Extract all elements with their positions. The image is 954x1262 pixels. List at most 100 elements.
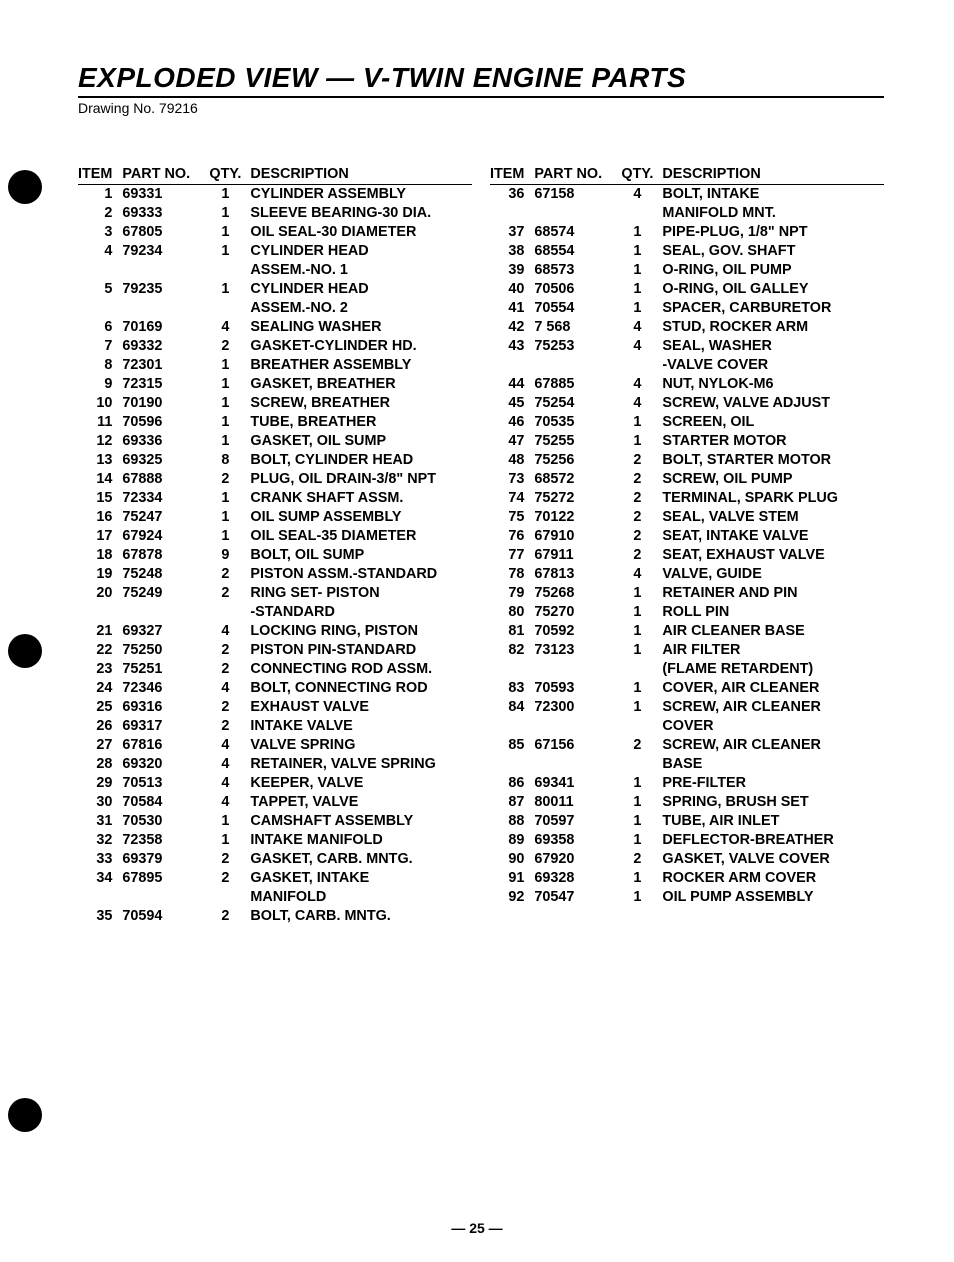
cell-desc: SCREW, AIR CLEANER [662, 698, 884, 717]
cell-item: 1 [78, 185, 122, 204]
cell-desc: SEAL, GOV. SHAFT [662, 242, 884, 261]
cell-qty: 1 [616, 261, 662, 280]
cell-item: 37 [490, 223, 534, 242]
page-title: EXPLODED VIEW — V-TWIN ENGINE PARTS [78, 62, 884, 98]
cell-qty: 1 [616, 223, 662, 242]
parts-column-left: ITEM PART NO. QTY. DESCRIPTION 1693311CY… [78, 166, 472, 925]
cell-partno: 75253 [534, 337, 616, 356]
cell-qty: 4 [616, 318, 662, 337]
table-row: 12693361GASKET, OIL SUMP [78, 432, 472, 451]
cell-desc: SEAL, VALVE STEM [662, 508, 884, 527]
cell-qty: 2 [204, 565, 250, 584]
cell-item: 10 [78, 394, 122, 413]
table-row: 77679112SEAT, EXHAUST VALVE [490, 546, 884, 565]
table-row: 73685722SCREW, OIL PUMP [490, 470, 884, 489]
cell-item: 45 [490, 394, 534, 413]
cell-desc: BOLT, CARB. MNTG. [250, 906, 472, 925]
cell-qty: 1 [204, 356, 250, 375]
cell-desc: SEAT, EXHAUST VALVE [662, 546, 884, 565]
cell-partno: 70190 [122, 394, 204, 413]
cell-qty: 1 [204, 185, 250, 204]
table-row: 44678854NUT, NYLOK-M6 [490, 375, 884, 394]
table-row: 34678952GASKET, INTAKE [78, 868, 472, 887]
parts-columns: ITEM PART NO. QTY. DESCRIPTION 1693311CY… [78, 166, 884, 925]
header-item: ITEM [490, 166, 534, 185]
cell-desc: CYLINDER HEAD [250, 280, 472, 299]
table-row: 78678134VALVE, GUIDE [490, 565, 884, 584]
table-row: 9723151GASKET, BREATHER [78, 375, 472, 394]
cell-desc: COVER, AIR CLEANER [662, 679, 884, 698]
cell-partno [122, 261, 204, 280]
cell-partno: 75268 [534, 584, 616, 603]
table-row: 88705971TUBE, AIR INLET [490, 811, 884, 830]
cell-partno: 72346 [122, 679, 204, 698]
cell-item: 12 [78, 432, 122, 451]
cell-desc: GASKET, CARB. MNTG. [250, 849, 472, 868]
table-row: COVER [490, 717, 884, 736]
cell-desc: BOLT, CONNECTING ROD [250, 679, 472, 698]
cell-item: 92 [490, 887, 534, 906]
cell-partno: 69379 [122, 849, 204, 868]
cell-item: 84 [490, 698, 534, 717]
cell-desc: BOLT, INTAKE [662, 185, 884, 204]
cell-item: 20 [78, 584, 122, 603]
cell-partno: 75270 [534, 603, 616, 622]
cell-qty: 1 [616, 830, 662, 849]
cell-partno: 67910 [534, 527, 616, 546]
cell-item [490, 660, 534, 679]
cell-item [78, 603, 122, 622]
cell-item: 21 [78, 622, 122, 641]
cell-partno: 69333 [122, 204, 204, 223]
cell-desc: AIR FILTER [662, 641, 884, 660]
header-desc: DESCRIPTION [662, 166, 884, 185]
cell-partno: 67813 [534, 565, 616, 584]
cell-partno: 69316 [122, 698, 204, 717]
cell-desc: BASE [662, 755, 884, 774]
cell-partno: 67911 [534, 546, 616, 565]
cell-desc: RETAINER AND PIN [662, 584, 884, 603]
cell-desc: -VALVE COVER [662, 356, 884, 375]
cell-qty: 1 [204, 204, 250, 223]
cell-desc: CRANK SHAFT ASSM. [250, 489, 472, 508]
table-row: 48752562BOLT, STARTER MOTOR [490, 451, 884, 470]
cell-item [78, 887, 122, 906]
cell-item: 15 [78, 489, 122, 508]
cell-qty: 1 [616, 622, 662, 641]
cell-item: 39 [490, 261, 534, 280]
cell-desc: CYLINDER HEAD [250, 242, 472, 261]
table-row: 36671584BOLT, INTAKE [490, 185, 884, 204]
cell-qty: 2 [616, 470, 662, 489]
cell-item: 19 [78, 565, 122, 584]
cell-desc: STUD, ROCKER ARM [662, 318, 884, 337]
cell-item: 9 [78, 375, 122, 394]
cell-partno: 75251 [122, 660, 204, 679]
cell-qty: 2 [204, 717, 250, 736]
table-row: 6701694SEALING WASHER [78, 318, 472, 337]
cell-qty: 1 [204, 223, 250, 242]
cell-item: 43 [490, 337, 534, 356]
cell-item [78, 299, 122, 318]
cell-item: 78 [490, 565, 534, 584]
cell-qty: 2 [616, 489, 662, 508]
cell-desc: SEALING WASHER [250, 318, 472, 337]
cell-qty: 1 [204, 413, 250, 432]
cell-item: 17 [78, 527, 122, 546]
cell-desc: SPACER, CARBURETOR [662, 299, 884, 318]
cell-qty [616, 717, 662, 736]
cell-qty: 1 [616, 887, 662, 906]
cell-item: 74 [490, 489, 534, 508]
table-row: 47752551STARTER MOTOR [490, 432, 884, 451]
table-header-row: ITEM PART NO. QTY. DESCRIPTION [78, 166, 472, 185]
cell-desc: STARTER MOTOR [662, 432, 884, 451]
cell-partno: 75248 [122, 565, 204, 584]
table-row: (FLAME RETARDENT) [490, 660, 884, 679]
cell-qty: 4 [616, 565, 662, 584]
cell-partno [122, 299, 204, 318]
cell-qty: 1 [616, 413, 662, 432]
table-row: 81705921AIR CLEANER BASE [490, 622, 884, 641]
cell-desc: BREATHER ASSEMBLY [250, 356, 472, 375]
cell-item [78, 261, 122, 280]
cell-partno: 72334 [122, 489, 204, 508]
table-row: 89693581DEFLECTOR-BREATHER [490, 830, 884, 849]
cell-qty: 1 [204, 811, 250, 830]
